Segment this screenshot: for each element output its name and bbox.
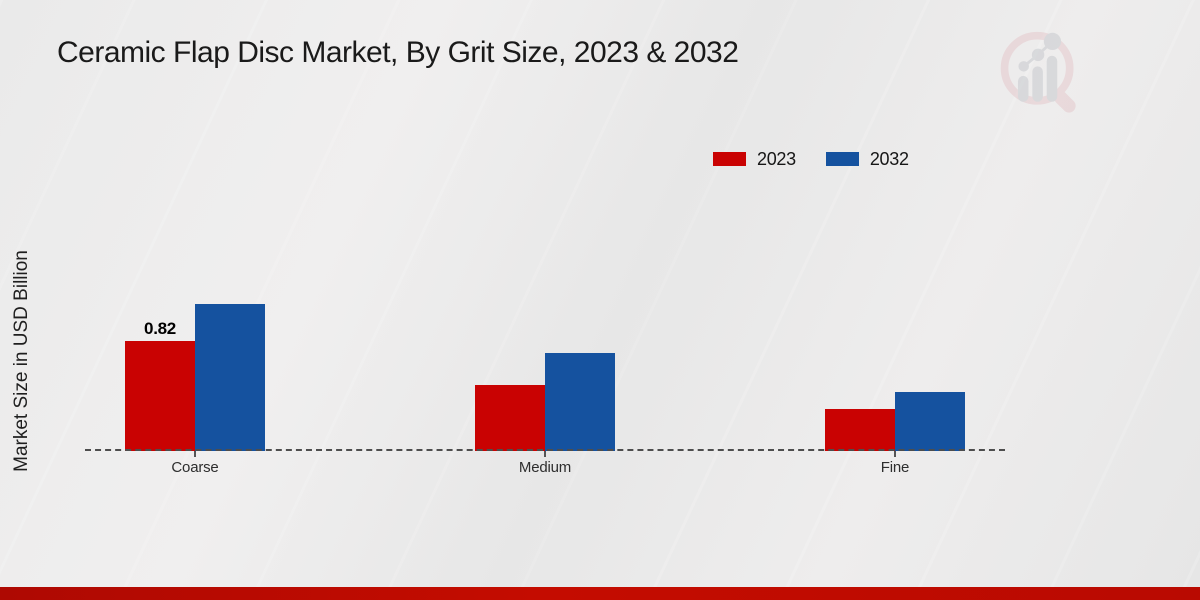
- legend-label: 2032: [869, 148, 909, 169]
- bar-value-label-2023-coarse: 0.82: [144, 319, 176, 338]
- x-axis-tick-coarse: [194, 451, 196, 457]
- bar-2023-coarse: [125, 341, 195, 451]
- legend: 2023 2032: [713, 148, 909, 170]
- x-axis-tick-medium: [544, 451, 546, 457]
- legend-item-2032: 2032: [825, 148, 909, 170]
- category-label-coarse: Coarse: [171, 459, 219, 476]
- bar-2032-fine: [895, 392, 965, 451]
- legend-item-2023: 2023: [713, 149, 796, 170]
- bar-2032-coarse: [195, 304, 265, 451]
- category-label-medium: Medium: [518, 459, 572, 476]
- legend-swatch-2023: [713, 152, 746, 166]
- bar-2023-medium: [475, 385, 545, 451]
- footer-red-strip: [0, 587, 1200, 600]
- legend-label: 2023: [757, 148, 796, 169]
- bar-2023-fine: [825, 409, 895, 451]
- bar-2032-medium: [545, 353, 615, 451]
- x-axis-tick-fine: [894, 451, 896, 457]
- magnifier-bar-chart-logo-icon: [1000, 31, 1076, 113]
- chart-title: Ceramic Flap Disc Market, By Grit Size, …: [57, 36, 739, 69]
- legend-swatch-2032: [825, 152, 859, 166]
- category-label-fine: Fine: [880, 459, 910, 476]
- x-axis-baseline: [85, 449, 1005, 451]
